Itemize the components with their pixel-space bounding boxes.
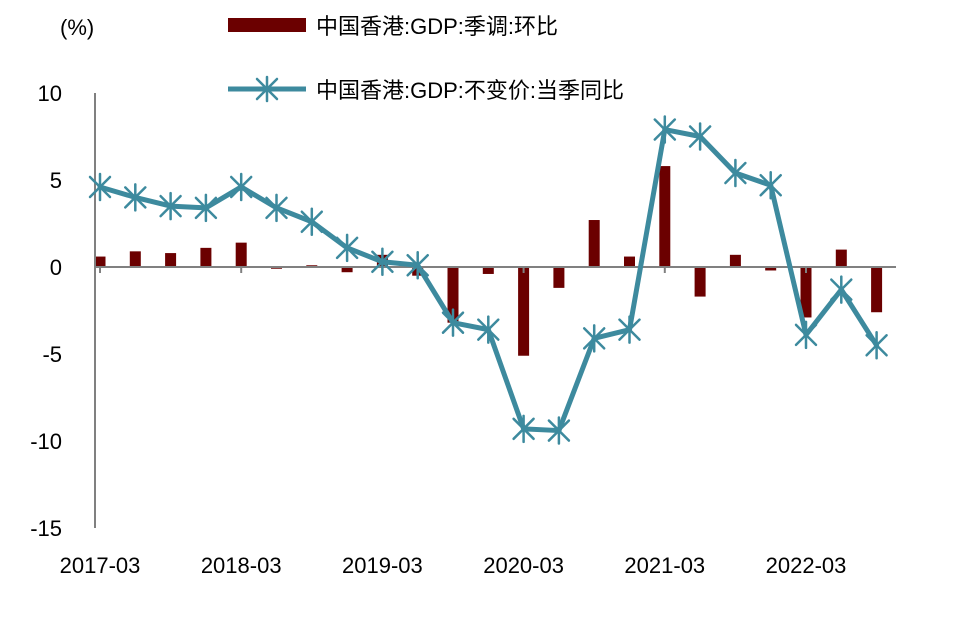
x-axis-labels: 2017-03 2018-03 2019-03 2020-03 2021-03 2022-… xyxy=(60,553,847,578)
bar xyxy=(588,220,600,267)
x-tick-label: 2020-03 xyxy=(483,553,564,578)
bar xyxy=(94,256,106,267)
line-point xyxy=(229,172,253,202)
line-point xyxy=(300,207,324,237)
bar xyxy=(518,267,530,356)
legend-label-line: 中国香港:GDP:不变价:当季同比 xyxy=(316,78,624,103)
bar xyxy=(871,267,883,313)
bar xyxy=(447,267,459,323)
y-tick-label: -15 xyxy=(30,516,62,541)
line-point xyxy=(335,233,359,263)
axes xyxy=(94,93,897,528)
x-tick-label: 2021-03 xyxy=(624,553,705,578)
line-point xyxy=(547,416,571,445)
line-point xyxy=(618,315,641,344)
line-point xyxy=(406,251,429,280)
bar xyxy=(129,251,141,267)
line-point xyxy=(371,247,394,277)
bar xyxy=(765,267,777,271)
line-point xyxy=(688,122,712,151)
legend-swatch-bar xyxy=(228,18,306,32)
y-tick-label: 10 xyxy=(38,81,62,106)
bar xyxy=(729,254,741,267)
bar xyxy=(835,249,847,267)
line-series xyxy=(88,115,888,445)
line-point xyxy=(88,172,112,202)
bar xyxy=(694,267,706,297)
y-unit-label: (%) xyxy=(60,15,94,40)
x-tick-label: 2018-03 xyxy=(201,553,282,578)
bar xyxy=(200,247,212,267)
bar xyxy=(624,256,635,267)
line-point xyxy=(512,414,535,444)
line-point xyxy=(124,183,147,212)
bar xyxy=(235,242,247,267)
legend-swatch-line xyxy=(228,75,306,103)
y-tick-label: 5 xyxy=(50,168,62,193)
bar xyxy=(553,267,565,288)
bar xyxy=(659,166,671,267)
line-point xyxy=(653,115,677,144)
legend-label-bar: 中国香港:GDP:季调:环比 xyxy=(316,14,558,39)
line-point xyxy=(724,158,747,188)
line-point xyxy=(582,324,606,353)
line-point xyxy=(477,315,500,344)
line-point xyxy=(830,275,853,304)
y-axis-labels: 10 5 0 -5 -10 -15 xyxy=(30,81,62,541)
legend: 中国香港:GDP:季调:环比 中国香港:GDP:不变价:当季同比 xyxy=(228,14,624,103)
line-point xyxy=(794,320,818,350)
y-tick-label: 0 xyxy=(50,255,62,280)
bar xyxy=(341,267,353,273)
line-point xyxy=(759,170,782,200)
bar xyxy=(482,267,494,274)
bar-series xyxy=(94,166,883,356)
y-tick-label: -10 xyxy=(30,429,62,454)
line-point xyxy=(194,193,218,223)
x-tick-label: 2022-03 xyxy=(766,553,847,578)
line-point xyxy=(159,191,182,221)
bar xyxy=(800,267,812,318)
bar xyxy=(165,253,177,267)
x-tick-label: 2019-03 xyxy=(342,553,423,578)
y-tick-label: -5 xyxy=(42,342,62,367)
line-point xyxy=(265,193,288,223)
line-point xyxy=(865,331,888,360)
line-point xyxy=(441,308,465,337)
x-tick-label: 2017-03 xyxy=(60,553,141,578)
